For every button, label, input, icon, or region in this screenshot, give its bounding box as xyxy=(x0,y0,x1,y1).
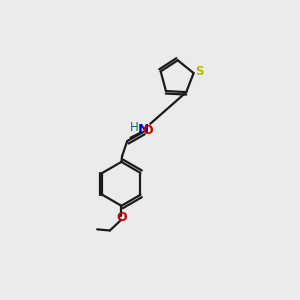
Text: N: N xyxy=(138,123,149,136)
Text: S: S xyxy=(195,65,204,78)
Text: H: H xyxy=(130,121,139,134)
Text: O: O xyxy=(142,124,153,137)
Text: O: O xyxy=(116,211,127,224)
